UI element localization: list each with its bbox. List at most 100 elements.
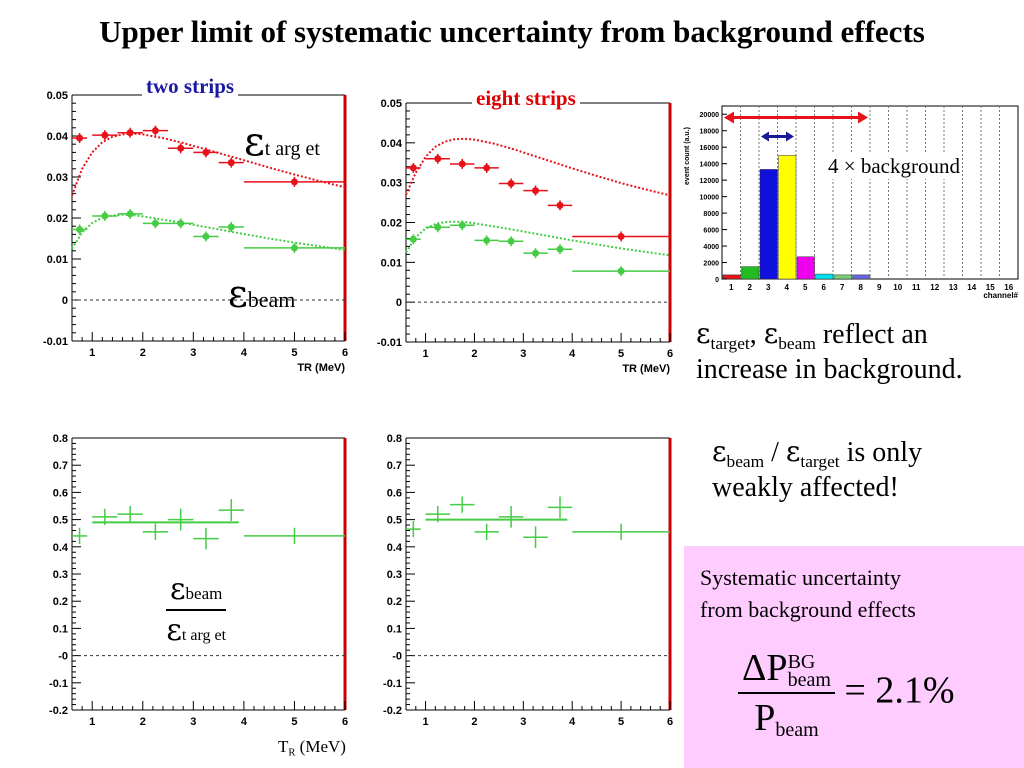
y-tick-label: 0.7 [387,460,402,472]
channel-tick-label: 9 [877,283,882,292]
channel-tick-label: 12 [930,283,939,292]
y-tick-label: 0.8 [387,433,402,445]
y-tick-label: 12000 [700,178,720,185]
data-point [227,223,235,231]
note-weakly-affected: εbeam / εtarget is only weakly affected! [712,435,923,504]
x-axis-title: TR (MeV) [622,363,670,375]
fit-curve-red [71,132,346,196]
histogram-bar [815,273,834,280]
x-tick-label: 3 [190,347,196,359]
histogram-bar [759,169,778,280]
x-tick-label: 4 [241,716,248,728]
x-tick-label: 5 [291,716,297,728]
y-tick-label: 0.02 [47,213,68,225]
data-point [76,134,84,142]
fit-curve-red [405,137,671,197]
y-tick-label: 0.01 [381,257,402,269]
y-tick-label: 0.05 [381,98,402,110]
data-point [202,148,210,156]
y-tick-label: 0.03 [381,178,402,190]
data-point [409,235,417,243]
channel-tick-label: 4 [785,283,790,292]
data-point [101,212,109,220]
x-tick-label: 2 [140,716,146,728]
y-tick-label: -0.1 [383,678,402,690]
data-point [556,245,564,253]
y-tick-label: 20000 [700,112,720,119]
channel-tick-label: 10 [893,283,902,292]
channel-tick-label: 5 [803,283,808,292]
y-tick-label: 0 [396,297,402,309]
summary-box: Systematic uncertainty from background e… [684,546,1024,768]
eight-strips-title: eight strips [472,86,580,111]
plot-two-strips-ratio: -0.2 -0.1 -0 0.1 0.2 0.3 0.4 0.5 0.6 0.7 0.8 1 2 3 4 5 6 [49,433,348,728]
channel-tick-label: 3 [766,283,771,292]
x-tick-label: 5 [618,348,624,360]
y-tick-label: 0 [715,277,719,284]
data-point [151,219,159,227]
summary-text: Systematic uncertainty from background e… [700,565,916,622]
x-tick-label: 3 [190,716,196,728]
fit-curve-green [405,220,671,257]
data-point [532,249,540,257]
plot-eight-strips-efficiency: -0.01 0 0.01 0.02 0.03 0.04 0.05 1 2 3 4 5 6 TR (MeV) [377,98,673,375]
channel-tick-label: 1 [729,283,734,292]
y-tick-label: 0.01 [47,254,68,266]
data-point [458,221,466,229]
background-annotation: 4 × background [826,154,962,179]
y-tick-label: 0.03 [47,172,68,184]
y-tick-label: 6000 [703,228,719,235]
channel-tick-label: 16 [1004,283,1013,292]
y-tick-label: 8000 [703,211,719,218]
x-tick-label: 4 [241,347,248,359]
channel-tick-label: 14 [967,283,976,292]
x-tick-label: 1 [89,716,95,728]
data-point [483,236,491,244]
y-tick-label: -0.1 [49,678,68,690]
plot-eight-strips-ratio: -0.2 -0.1 -0 0.1 0.2 0.3 0.4 0.5 0.6 0.7 0.8 1 2 3 4 5 6 [383,433,673,728]
histogram-bar [722,274,741,280]
eps-beam-label: εbeam [228,272,296,316]
data-point [556,201,564,209]
y-tick-label: -0 [58,651,68,663]
y-tick-label: 0.04 [47,131,69,143]
y-tick-label: -0.01 [43,336,68,348]
data-point [434,155,442,163]
y-tick-label: 14000 [700,162,720,169]
x-axis-title: channel# [983,291,1018,300]
summary-formula: ΔP BG beam Pbeam = 2.1% [738,646,954,742]
y-tick-label: 0.4 [53,542,69,554]
y-tick-label: -0 [392,651,402,663]
blue-arrowhead-left [761,131,769,142]
plot-background-histogram: 1 2 3 4 5 6 7 8 9 10 11 12 13 14 15 1602000400060008000… [684,105,1019,300]
y-tick-label: 0.5 [53,515,68,527]
y-tick-label: 0.1 [53,623,68,635]
channel-tick-label: 7 [840,283,845,292]
plot-two-strips-efficiency: -0.01 0 0.01 0.02 0.03 0.04 0.05 1 2 3 4 5 6 TR (MeV) [43,90,348,374]
y-tick-label: 0 [62,295,68,307]
data-point [76,225,84,233]
x-tick-label: 6 [667,716,673,728]
x-tick-label: 3 [520,716,526,728]
y-tick-label: 0.4 [387,542,403,554]
page-title: Upper limit of systematic uncertainty fr… [99,14,925,49]
data-point [202,232,210,240]
y-tick-label: 0.02 [381,218,402,230]
two-strips-title: two strips [142,74,239,99]
y-tick-label: 2000 [703,261,719,268]
data-point [617,232,625,240]
fit-curve-green [71,213,346,251]
y-tick-label: 16000 [700,145,720,152]
data-point [126,210,134,218]
x-tick-label: 4 [569,716,576,728]
data-point [532,187,540,195]
y-tick-label: 0.7 [53,460,68,472]
data-point [227,159,235,167]
histogram-bar [833,274,852,280]
y-tick-label: 0.5 [387,515,402,527]
x-tick-label: 5 [618,716,624,728]
x-tick-label: 1 [422,716,428,728]
y-tick-label: 0.6 [53,487,68,499]
data-point [290,244,298,252]
data-point [617,267,625,275]
